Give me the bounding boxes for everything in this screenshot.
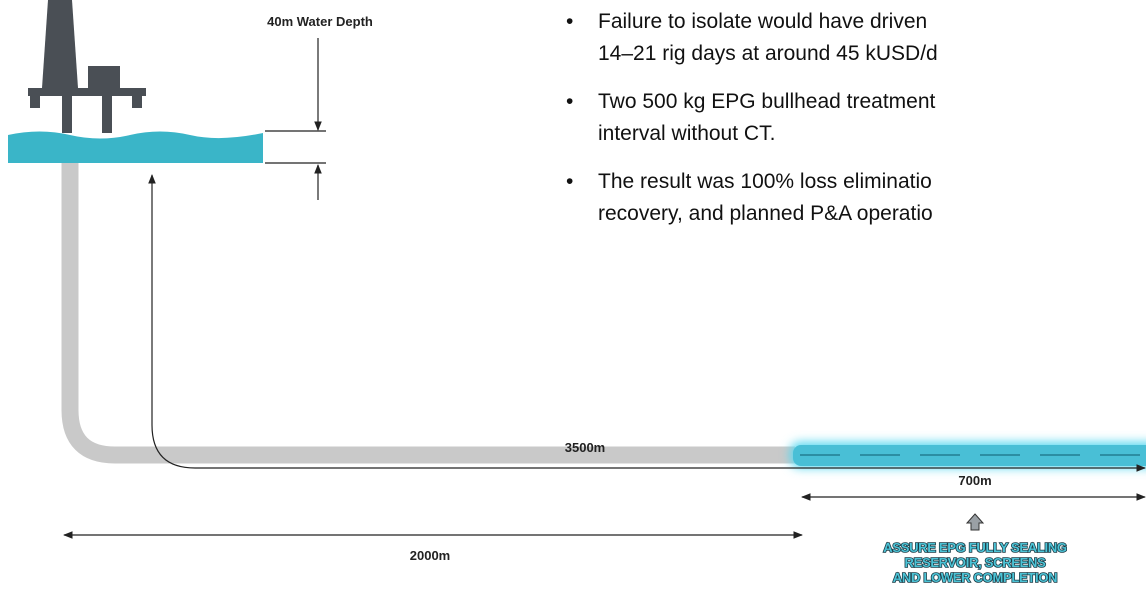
bullet-line: 14–21 rig days at around 45 kUSD/d <box>598 42 938 65</box>
callout-arrow <box>965 513 985 531</box>
bullet-line: The result was 100% loss eliminatio <box>598 170 932 193</box>
interval-label: 700m <box>958 473 991 488</box>
bullet-line: recovery, and planned P&A operatio <box>598 202 933 225</box>
bullet-dot: • <box>566 10 573 33</box>
total-length-label: 3500m <box>565 440 605 455</box>
bullet-line: interval without CT. <box>598 122 775 145</box>
water <box>8 131 263 163</box>
bullet-line: Failure to isolate would have driven <box>598 10 927 33</box>
wellbore <box>61 163 795 464</box>
callout-line: RESERVOIR, SCREENS <box>904 555 1046 570</box>
bullets: • Failure to isolate would have driven 1… <box>566 10 938 225</box>
bullet-line: Two 500 kg EPG bullhead treatment <box>598 90 936 113</box>
depth-dimension <box>265 38 326 200</box>
bullet-dot: • <box>566 170 573 193</box>
total-arrow <box>148 174 1146 472</box>
callout-line: AND LOWER COMPLETION <box>893 570 1057 585</box>
callout-line: ASSURE EPG FULLY SEALING <box>883 540 1067 555</box>
offset-label: 2000m <box>410 548 450 563</box>
treated-section <box>793 445 1146 466</box>
bullet-dot: • <box>566 90 573 113</box>
water-depth-label: 40m Water Depth <box>267 14 373 29</box>
rig <box>28 0 146 133</box>
